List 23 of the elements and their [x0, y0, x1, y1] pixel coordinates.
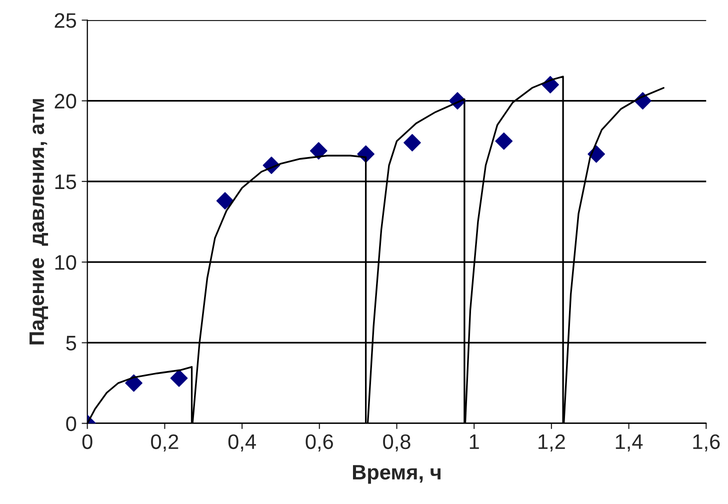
- y-tick-label: 20: [54, 94, 76, 109]
- point: [310, 142, 328, 160]
- x-tick-label: 1: [470, 434, 479, 449]
- x-tick-label: 1,2: [538, 434, 565, 452]
- x-tick-label: 1,4: [616, 434, 643, 452]
- y-tick-label: 5: [66, 336, 76, 350]
- x-tick-label: 0,4: [228, 434, 256, 452]
- x-tick-label: 1,6: [693, 434, 720, 452]
- y-tick-label: 25: [54, 13, 76, 28]
- point: [404, 134, 421, 152]
- x-tick-label: 0: [82, 434, 92, 450]
- x-tick-label: 0,8: [383, 434, 410, 452]
- point: [495, 132, 513, 150]
- y-tick-label: 0: [66, 416, 76, 432]
- y-axis-title: Падение давления, атм: [30, 99, 48, 344]
- point: [125, 374, 142, 392]
- x-tick-label: 0,6: [306, 434, 333, 452]
- x-axis-title: Время, ч: [353, 465, 440, 484]
- x-tick-label: 0,2: [151, 434, 178, 452]
- point: [216, 192, 234, 210]
- y-tick-label: 10: [55, 255, 76, 270]
- y-tick-label: 15: [55, 174, 76, 190]
- point: [170, 370, 188, 387]
